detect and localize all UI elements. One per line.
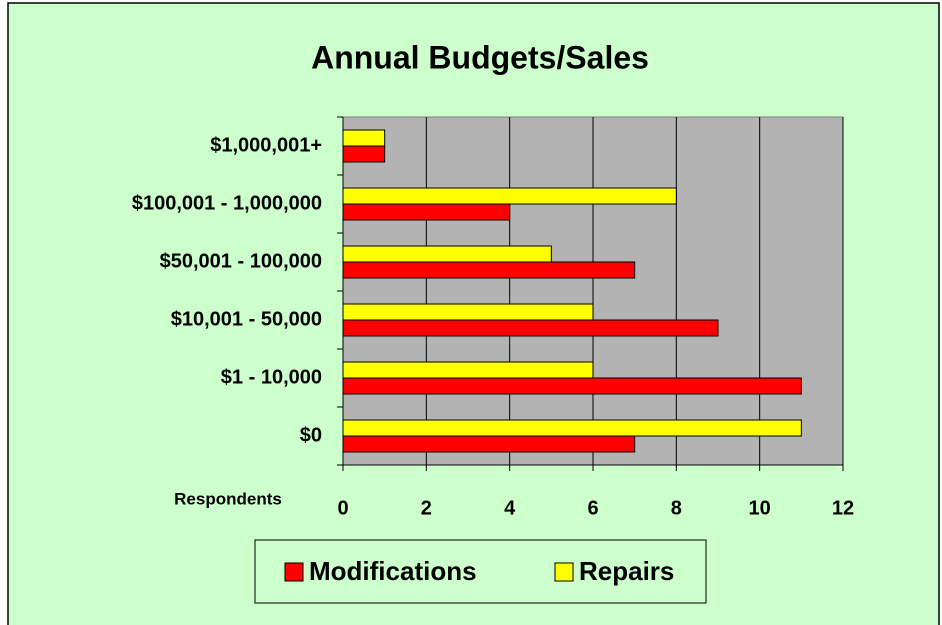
x-tick-label: 0 <box>337 497 348 519</box>
legend-swatch <box>284 562 304 582</box>
x-tick-label: 6 <box>587 497 598 519</box>
bar <box>342 361 594 379</box>
legend-label: Modifications <box>309 556 477 586</box>
bar <box>342 129 386 147</box>
y-tick-label: $10,001 - 50,000 <box>171 308 322 330</box>
bar <box>342 319 719 337</box>
x-tick-label: 8 <box>671 497 682 519</box>
legend-swatch <box>554 562 574 582</box>
y-tick-label: $0 <box>300 424 322 446</box>
x-tick-label: 2 <box>421 497 432 519</box>
y-tick-label: $1,000,001+ <box>210 134 322 156</box>
chart-title: Annual Budgets/Sales <box>311 39 649 75</box>
y-tick-label: $50,001 - 100,000 <box>160 250 322 272</box>
legend-label: Repairs <box>579 556 674 586</box>
bar <box>342 145 386 163</box>
bar <box>342 187 677 205</box>
bar <box>342 435 636 453</box>
bar <box>342 377 802 395</box>
legend <box>254 539 707 604</box>
bar <box>342 245 552 263</box>
x-tick-label: 12 <box>832 497 854 519</box>
x-tick-label: 10 <box>749 497 771 519</box>
x-tick-label: 4 <box>504 497 516 519</box>
bar <box>342 303 594 321</box>
bar <box>342 419 802 437</box>
x-axis-title: Respondents <box>174 489 282 508</box>
y-tick-label: $100,001 - 1,000,000 <box>132 192 322 214</box>
bar <box>342 203 511 221</box>
y-tick-label: $1 - 10,000 <box>221 366 322 388</box>
bar <box>342 261 636 279</box>
